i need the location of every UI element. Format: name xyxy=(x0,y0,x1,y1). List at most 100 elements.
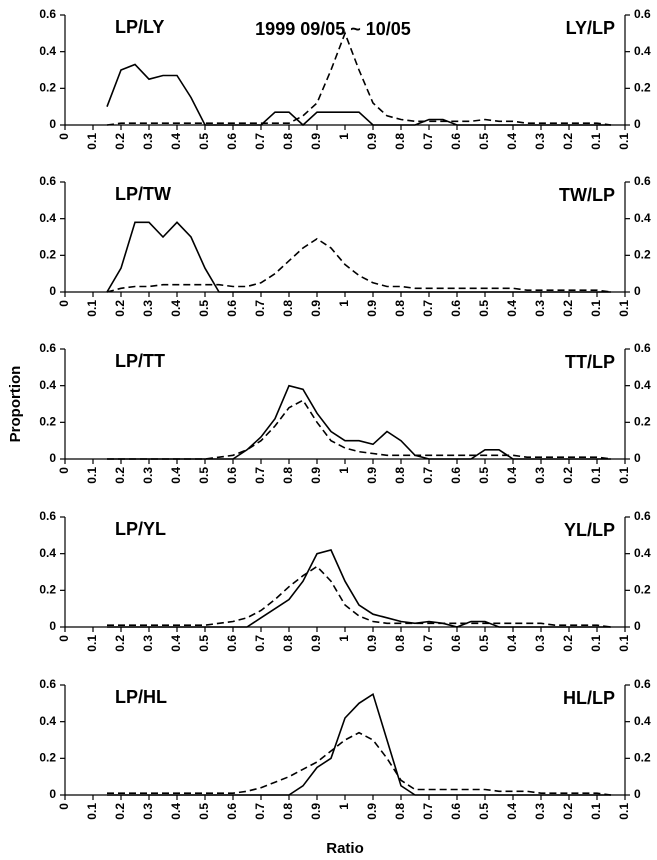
x-tick-label: 0.6 xyxy=(449,803,463,820)
x-tick-label: 1 xyxy=(337,803,351,810)
series-line xyxy=(106,221,611,293)
y-tick-label: 0 xyxy=(49,619,56,633)
left-label: LP/YL xyxy=(115,519,166,539)
x-tick-label: 0.6 xyxy=(225,635,239,652)
x-tick-label: 0.3 xyxy=(141,133,155,150)
y-tick-label: 0.4 xyxy=(39,44,56,58)
x-tick-label: 0.8 xyxy=(393,803,407,820)
y-tick-label: 0.4 xyxy=(39,378,56,392)
x-tick-label: 0.2 xyxy=(113,467,127,484)
x-tick-label: 0.9 xyxy=(365,635,379,652)
right-label: TT/LP xyxy=(565,352,615,372)
x-tick-label: 0.5 xyxy=(477,467,491,484)
left-label: LP/LY xyxy=(115,17,164,37)
x-tick-label: 0.6 xyxy=(449,467,463,484)
x-tick-label: 0.4 xyxy=(505,300,519,317)
y-axis-title: Proportion xyxy=(7,366,24,443)
y2-tick-label: 0.6 xyxy=(634,509,651,523)
x-tick-label: 0.3 xyxy=(141,635,155,652)
x-tick-label: 0.3 xyxy=(141,300,155,317)
series-line xyxy=(106,31,612,126)
x-tick-label: 0.7 xyxy=(253,300,267,317)
x-tick-label: 0.4 xyxy=(169,133,183,150)
x-axis-title: Ratio xyxy=(326,840,364,857)
y-tick-label: 0.2 xyxy=(39,751,56,765)
x-tick-label: 0.1 xyxy=(589,300,603,317)
x-tick-label: 0.8 xyxy=(393,133,407,150)
right-label: TW/LP xyxy=(559,185,615,205)
x-tick-label: 0.7 xyxy=(421,300,435,317)
left-label: LP/TW xyxy=(115,184,171,204)
y2-tick-label: 0.4 xyxy=(634,44,651,58)
left-label: LP/TT xyxy=(115,351,165,371)
x-tick-label: 0.4 xyxy=(169,803,183,820)
x-tick-label: 0.7 xyxy=(253,133,267,150)
y-tick-label: 0 xyxy=(49,117,56,131)
x-tick-label: 0.6 xyxy=(449,133,463,150)
x-tick-label: 0.7 xyxy=(421,467,435,484)
x-tick-label: 0.8 xyxy=(281,133,295,150)
x-tick-label: 0.2 xyxy=(561,467,575,484)
x-tick-label: 0.5 xyxy=(197,803,211,820)
x-tick-label: 0.1 xyxy=(589,803,603,820)
x-tick-label: 0.7 xyxy=(421,803,435,820)
x-tick-label: 0.3 xyxy=(533,300,547,317)
x-tick-label: 0.8 xyxy=(281,467,295,484)
y-tick-label: 0.6 xyxy=(39,174,56,188)
x-tick-label: 1 xyxy=(337,635,351,642)
series-line xyxy=(106,63,611,127)
x-tick-label: 0.1 xyxy=(85,635,99,652)
x-tick-label: 0.3 xyxy=(533,635,547,652)
y2-tick-label: 0.2 xyxy=(634,751,651,765)
x-tick-label: 0.7 xyxy=(253,635,267,652)
x-tick-label: 0.2 xyxy=(561,300,575,317)
x-tick-label: 1 xyxy=(337,133,351,140)
x-tick-label: 0 xyxy=(57,467,71,474)
y-tick-label: 0.2 xyxy=(39,248,56,262)
x-tick-label: 0.6 xyxy=(225,133,239,150)
x-tick-label: 0.9 xyxy=(365,467,379,484)
y2-tick-label: 0.6 xyxy=(634,7,651,21)
x-tick-label: 0.5 xyxy=(477,133,491,150)
x-tick-label: 0.9 xyxy=(309,635,323,652)
x-tick-label: 0.3 xyxy=(533,803,547,820)
x-tick-label: 0.2 xyxy=(561,635,575,652)
x-tick-label: 0 xyxy=(57,803,71,810)
x-tick-label: 1 xyxy=(337,467,351,474)
x-tick-label: 0.8 xyxy=(393,635,407,652)
x-tick-label: 0.6 xyxy=(225,803,239,820)
x-tick-label: 0.1 xyxy=(589,133,603,150)
y-tick-label: 0.6 xyxy=(39,7,56,21)
series-line xyxy=(107,565,612,628)
x-tick-label: 0.1 xyxy=(617,803,631,820)
x-tick-label: 0.9 xyxy=(309,467,323,484)
y-tick-label: 0.6 xyxy=(39,341,56,355)
x-tick-label: 0.3 xyxy=(141,467,155,484)
x-tick-label: 0.1 xyxy=(617,133,631,150)
x-tick-label: 0.1 xyxy=(617,467,631,484)
x-tick-label: 0.1 xyxy=(589,635,603,652)
x-tick-label: 0.4 xyxy=(505,635,519,652)
x-tick-label: 0.4 xyxy=(505,467,519,484)
x-tick-label: 0.9 xyxy=(309,133,323,150)
x-tick-label: 0.5 xyxy=(197,467,211,484)
x-tick-label: 0.2 xyxy=(113,133,127,150)
x-tick-label: 0.9 xyxy=(365,133,379,150)
x-tick-label: 0.5 xyxy=(197,300,211,317)
x-tick-label: 0.1 xyxy=(617,300,631,317)
y2-tick-label: 0 xyxy=(634,284,641,298)
y-tick-label: 0.2 xyxy=(39,81,56,95)
x-tick-label: 0.5 xyxy=(197,635,211,652)
x-tick-label: 0.1 xyxy=(85,300,99,317)
y2-tick-label: 0.4 xyxy=(634,714,651,728)
x-tick-label: 0.2 xyxy=(113,803,127,820)
x-tick-label: 0.8 xyxy=(281,635,295,652)
right-label: YL/LP xyxy=(564,520,615,540)
x-tick-label: 0.5 xyxy=(477,300,491,317)
x-tick-label: 0.4 xyxy=(169,300,183,317)
x-tick-label: 0 xyxy=(57,635,71,642)
x-tick-label: 0.6 xyxy=(225,467,239,484)
y-tick-label: 0 xyxy=(49,451,56,465)
y-tick-label: 0.2 xyxy=(39,415,56,429)
x-tick-label: 0.2 xyxy=(561,133,575,150)
